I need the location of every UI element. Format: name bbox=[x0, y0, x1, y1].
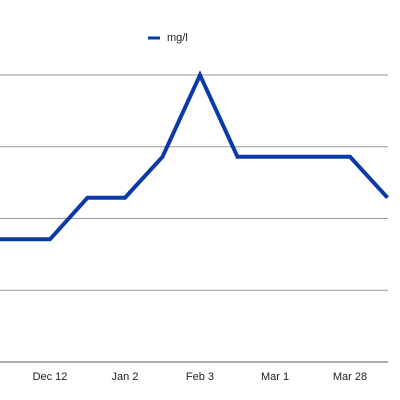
x-tick-label: Dec 12 bbox=[33, 371, 68, 383]
x-tick-label: Mar 28 bbox=[333, 371, 367, 383]
x-tick-label: Jan 2 bbox=[112, 371, 139, 383]
x-tick-label: Mar 1 bbox=[261, 371, 289, 383]
x-tick-label: Feb 3 bbox=[186, 371, 214, 383]
legend-label: mg/l bbox=[167, 32, 188, 44]
data-line bbox=[0, 70, 389, 242]
